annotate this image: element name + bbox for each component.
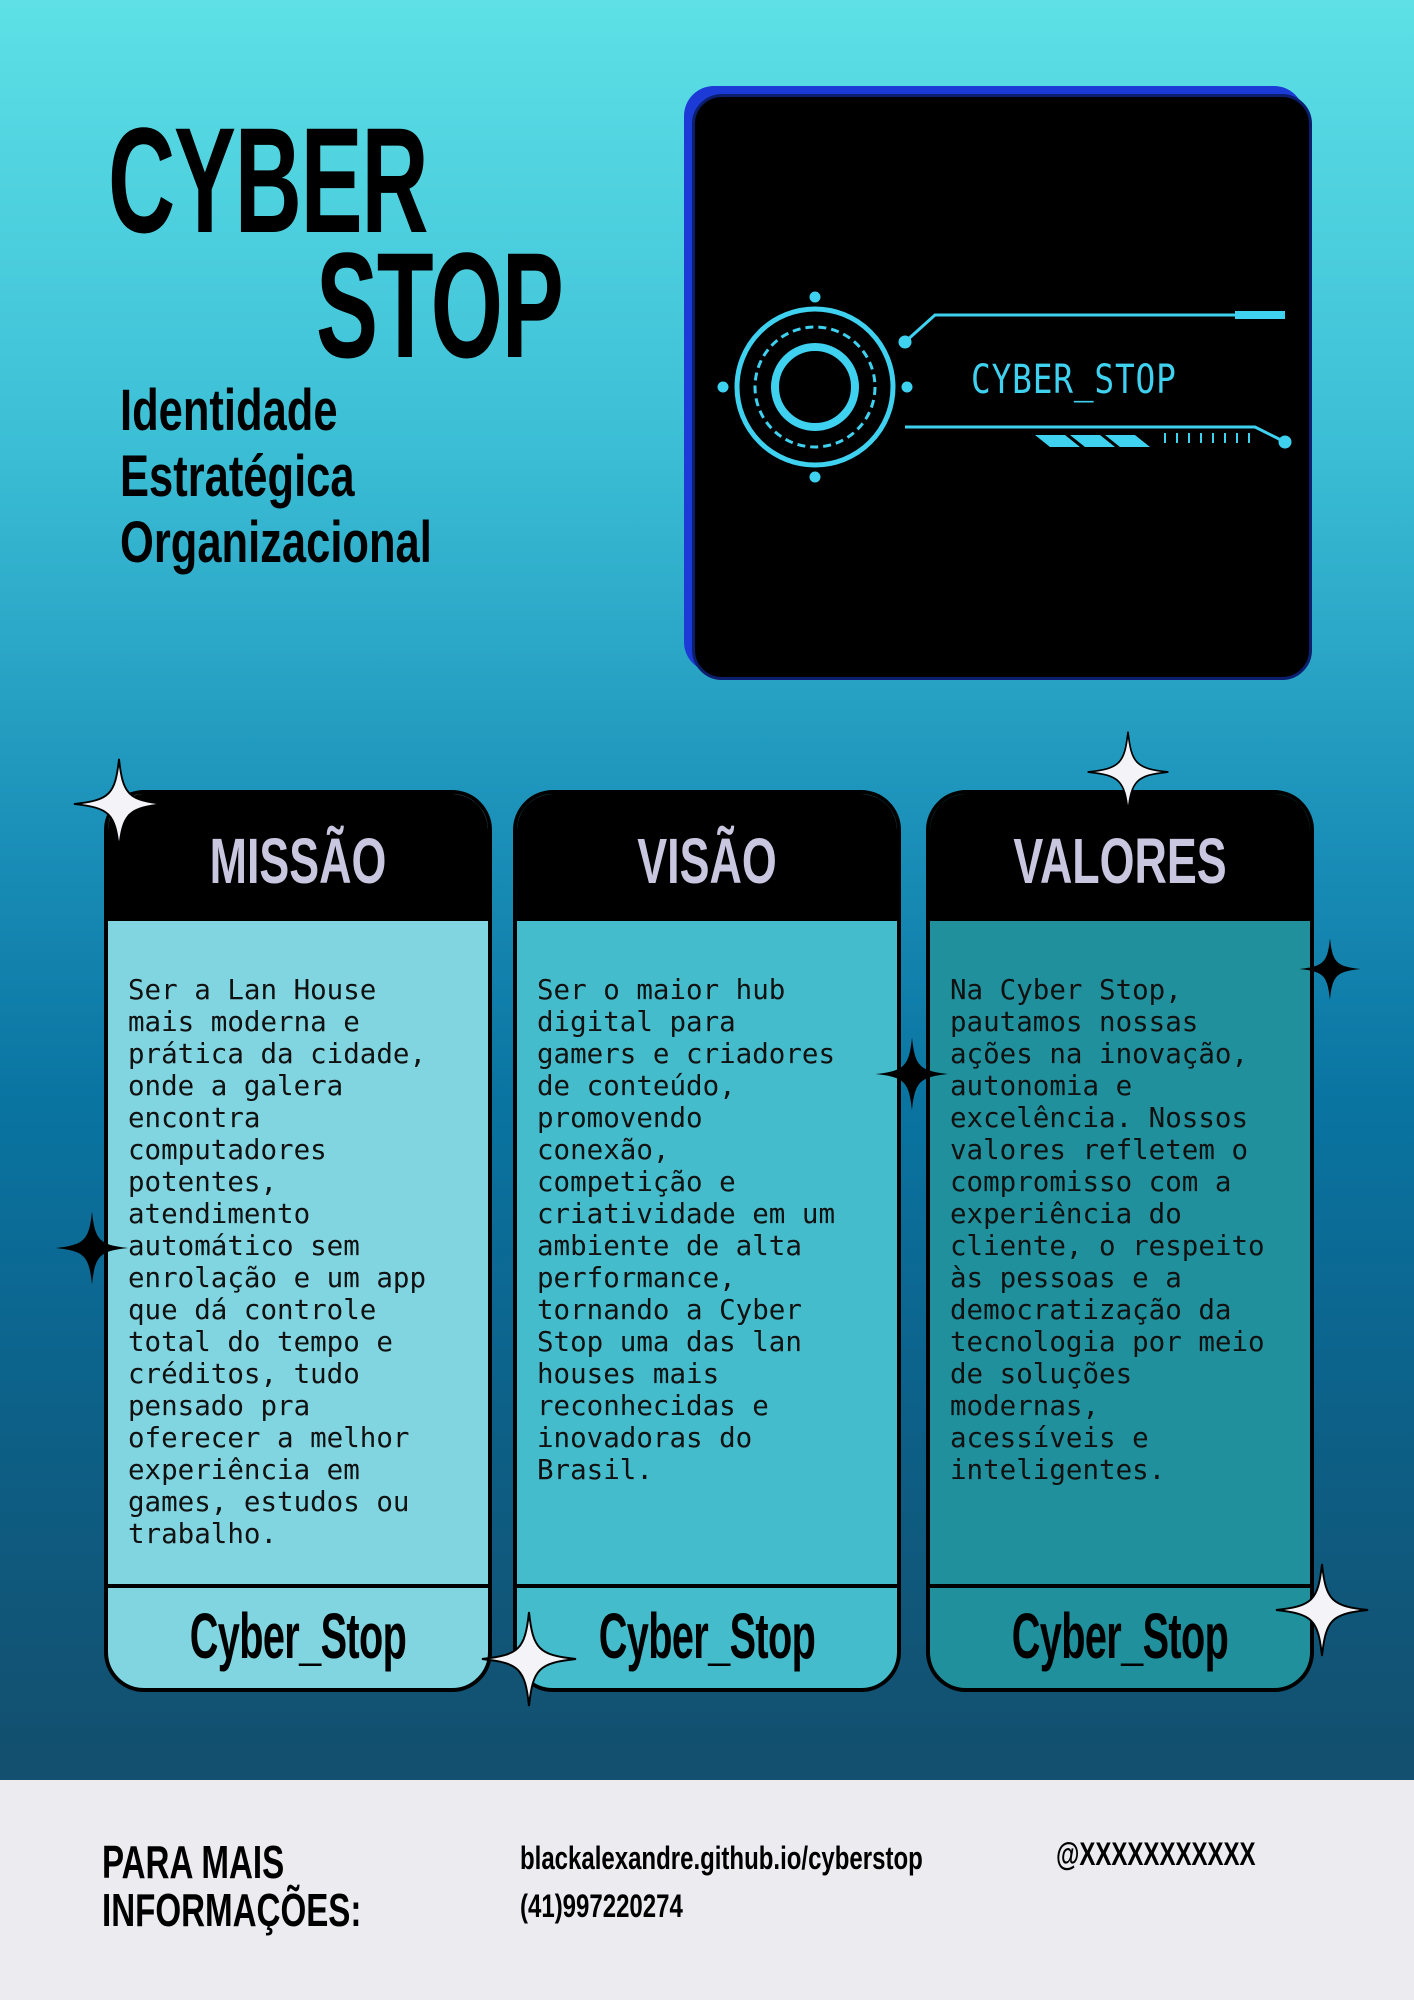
card-title: VISÃO	[637, 825, 777, 897]
card-body: Na Cyber Stop, pautamos nossas ações na …	[950, 974, 1265, 1486]
card-footer: Cyber_Stop	[598, 1600, 816, 1672]
logo-box: CYBER_STOP	[692, 94, 1312, 680]
target-ring-icon	[717, 291, 913, 483]
card-footer: Cyber_Stop	[1011, 1600, 1229, 1672]
card-footer: Cyber_Stop	[189, 1600, 407, 1672]
sparkle-icon	[1275, 1563, 1369, 1657]
card-missao: MISSÃO Ser a Lan House mais moderna e pr…	[104, 790, 492, 1692]
card-divider	[108, 1584, 488, 1588]
social-handle: @XXXXXXXXXXX	[1056, 1836, 1256, 1872]
sparkle-icon	[481, 1611, 577, 1707]
circuit-lines	[898, 311, 1292, 449]
card-body: Ser o maior hub digital para gamers e cr…	[537, 974, 836, 1486]
phone-number: (41)997220274	[520, 1888, 683, 1924]
card-header: VISÃO	[517, 794, 897, 921]
subtitle-line-3: Organizacional	[120, 510, 432, 575]
card-body: Ser a Lan House mais moderna e prática d…	[128, 974, 427, 1550]
website-link[interactable]: blackalexandre.github.io/cyberstop	[520, 1840, 923, 1876]
footer-heading: PARA MAIS INFORMAÇÕES:	[102, 1838, 361, 1934]
card-divider	[930, 1584, 1310, 1588]
card-divider	[517, 1584, 897, 1588]
card-visao: VISÃO Ser o maior hub digital para gamer…	[513, 790, 901, 1692]
footer: PARA MAIS INFORMAÇÕES: blackalexandre.gi…	[0, 1780, 1414, 2000]
subtitle: Identidade Estratégica Organizacional	[120, 378, 432, 576]
card-header: VALORES	[930, 794, 1310, 921]
card-header: MISSÃO	[108, 794, 488, 921]
sparkle-icon	[1087, 731, 1169, 813]
subtitle-line-2: Estratégica	[120, 444, 355, 509]
logo-graphic	[717, 291, 1292, 483]
logo-text: CYBER_STOP	[971, 357, 1177, 403]
footer-heading-line-1: PARA MAIS	[102, 1836, 285, 1888]
card-title: VALORES	[1013, 825, 1227, 897]
card-valores: VALORES Na Cyber Stop, pautamos nossas a…	[926, 790, 1314, 1692]
sparkle-icon	[1299, 938, 1361, 1000]
title-stop: STOP	[316, 221, 564, 389]
sparkle-icon	[73, 758, 165, 850]
sparkle-icon	[875, 1037, 949, 1111]
subtitle-line-1: Identidade	[120, 378, 338, 443]
sparkle-icon	[55, 1211, 129, 1285]
footer-heading-line-2: INFORMAÇÕES:	[102, 1884, 362, 1936]
card-title: MISSÃO	[209, 825, 387, 897]
title-cyber: CYBER	[108, 96, 429, 264]
